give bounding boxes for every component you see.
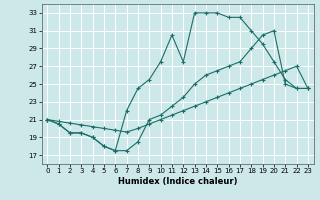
X-axis label: Humidex (Indice chaleur): Humidex (Indice chaleur) <box>118 177 237 186</box>
